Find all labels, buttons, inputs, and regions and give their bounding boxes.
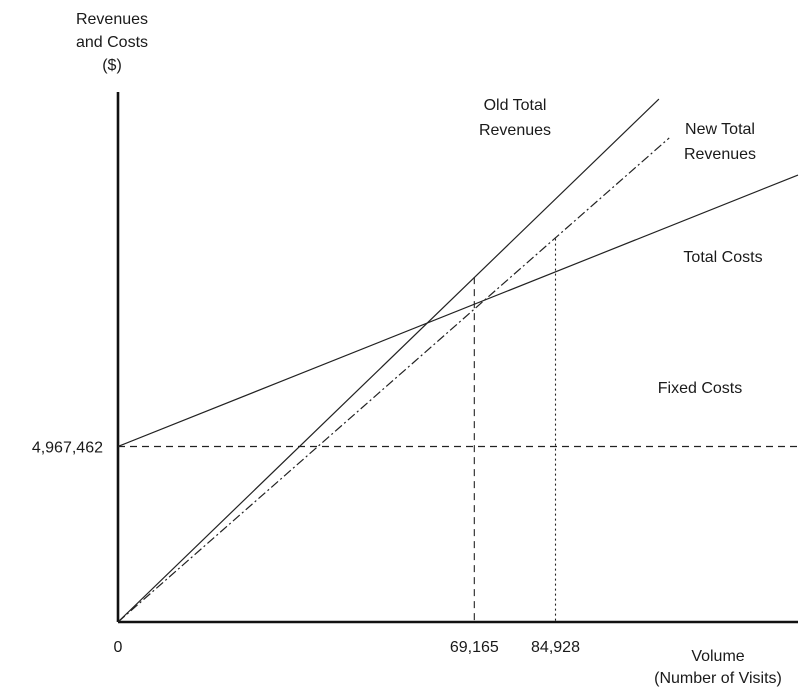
series-line-total-costs bbox=[117, 174, 799, 448]
series-label-old-rev: Old Total Revenues bbox=[479, 97, 551, 139]
x-tick-label-1: 69,165 bbox=[450, 639, 499, 656]
x-tick-label-0: 0 bbox=[114, 639, 123, 656]
series-label-total-costs: Total Costs bbox=[683, 249, 762, 266]
y-axis-title: Revenues and Costs ($) bbox=[76, 11, 148, 74]
x-axis-title: Volume (Number of Visits) bbox=[654, 648, 782, 687]
series-line-old-rev bbox=[117, 98, 660, 623]
series-line-new-rev bbox=[117, 137, 670, 623]
series-label-fixed-costs: Fixed Costs bbox=[658, 380, 742, 397]
y-tick-label-0: 4,967,462 bbox=[32, 439, 103, 456]
chart-labels: Revenues and Costs ($) Volume (Number of Vis… bbox=[32, 11, 782, 687]
x-tick-label-2: 84,928 bbox=[531, 639, 580, 656]
series-label-new-rev: New Total Revenues bbox=[684, 121, 756, 163]
axes bbox=[116, 92, 798, 624]
series-lines bbox=[117, 98, 799, 623]
